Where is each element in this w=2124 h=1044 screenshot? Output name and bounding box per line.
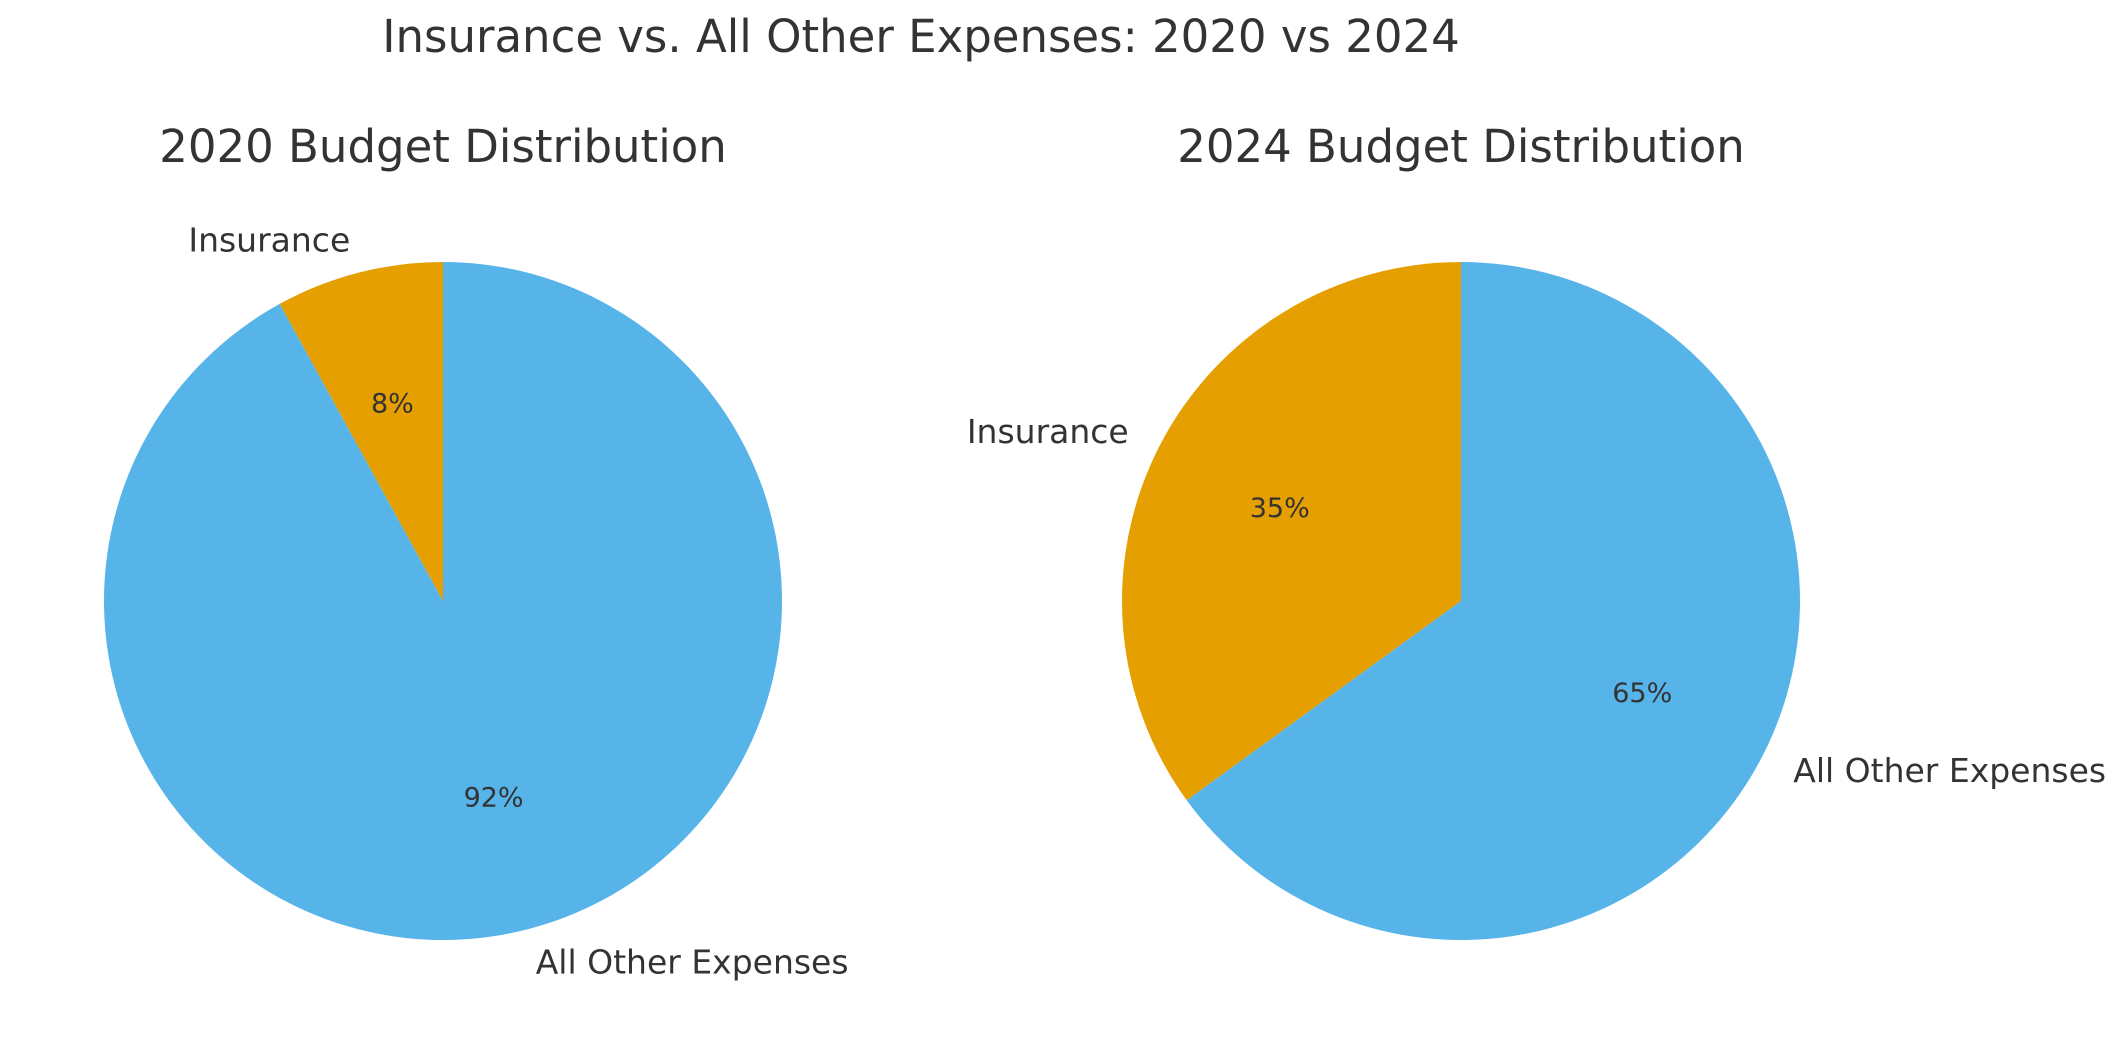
pie-title: 2020 Budget Distribution <box>159 120 727 173</box>
slice-category-label: All Other Expenses <box>1793 751 2106 790</box>
pie-chart-2: 2024 Budget Distribution 35% Insurance 65% A… <box>967 120 2106 940</box>
slice-category-label: Insurance <box>967 412 1129 451</box>
pie-chart-1: 2020 Budget Distribution 8% Insurance 92% Al… <box>104 120 849 982</box>
pie-charts: 2020 Budget Distribution 8% Insurance 92% Al… <box>104 120 2106 982</box>
slice-category-label: All Other Expenses <box>536 943 849 982</box>
figure-title: Insurance vs. All Other Expenses: 2020 v… <box>382 10 1460 63</box>
slice-percent-label: 8% <box>371 388 414 419</box>
pie-slice-insurance <box>279 262 443 601</box>
pie-slice-insurance <box>1122 262 1461 801</box>
pie-slice-all-other-expenses <box>104 262 783 940</box>
pie-slice-all-other-expenses <box>1186 262 1800 940</box>
slice-percent-label: 92% <box>464 783 524 814</box>
slice-percent-label: 35% <box>1250 493 1310 524</box>
slice-category-label: Insurance <box>188 220 350 259</box>
slice-percent-label: 65% <box>1612 678 1672 709</box>
pie-title: 2024 Budget Distribution <box>1177 120 1745 173</box>
